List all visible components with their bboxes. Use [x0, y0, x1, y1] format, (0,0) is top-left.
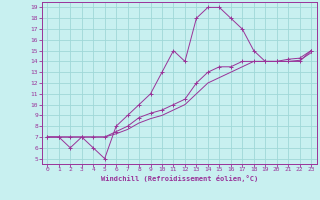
X-axis label: Windchill (Refroidissement éolien,°C): Windchill (Refroidissement éolien,°C) — [100, 175, 258, 182]
